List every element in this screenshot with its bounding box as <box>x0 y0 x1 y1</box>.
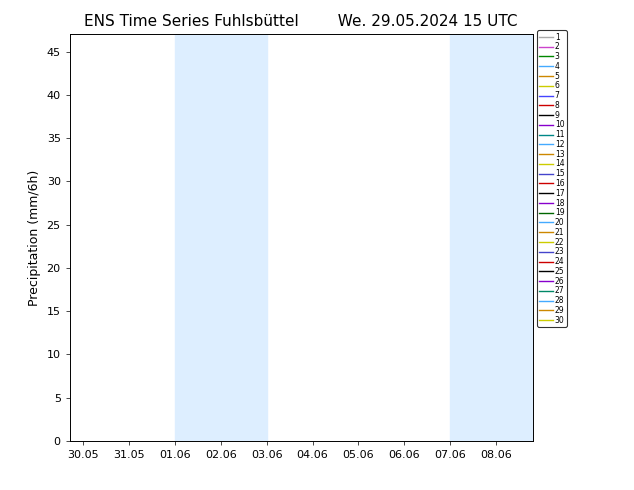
Y-axis label: Precipitation (mm/6h): Precipitation (mm/6h) <box>28 170 41 306</box>
Bar <box>450 34 533 441</box>
Bar <box>175 34 267 441</box>
Legend: 1, 2, 3, 4, 5, 6, 7, 8, 9, 10, 11, 12, 13, 14, 15, 16, 17, 18, 19, 20, 21, 22, 2: 1, 2, 3, 4, 5, 6, 7, 8, 9, 10, 11, 12, 1… <box>537 30 567 327</box>
Title: ENS Time Series Fuhlsbüttel        We. 29.05.2024 15 UTC: ENS Time Series Fuhlsbüttel We. 29.05.20… <box>84 14 518 29</box>
